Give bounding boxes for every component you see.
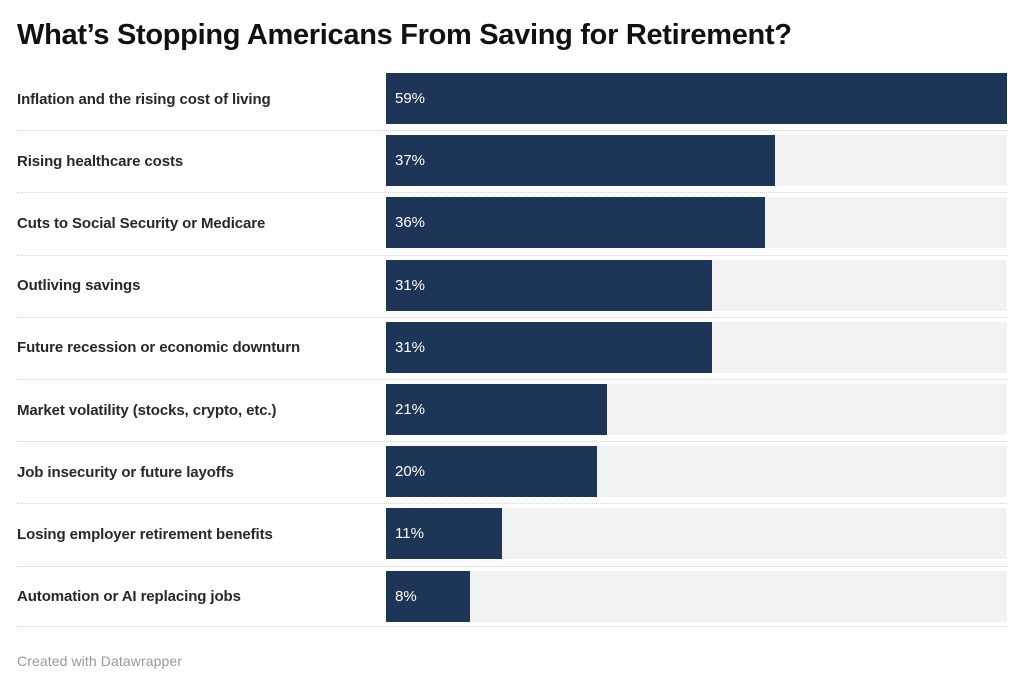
bar-row: Job insecurity or future layoffs 20% (0, 441, 1024, 503)
bar-track: 37% (386, 135, 1007, 187)
bar-row: Automation or AI replacing jobs 8% (0, 565, 1024, 628)
bar-row: Losing employer retirement benefits 11% (0, 503, 1024, 565)
bar-category-label: Inflation and the rising cost of living (17, 90, 271, 108)
bar-fill: 11% (386, 508, 502, 560)
bar-track: 31% (386, 321, 1007, 373)
row-separator (17, 130, 1007, 132)
bar-row: Outliving savings 31% (0, 254, 1024, 317)
bar-row: Future recession or economic downturn 31% (0, 316, 1024, 379)
bar-category-label: Automation or AI replacing jobs (17, 588, 241, 606)
bar-track: 21% (386, 383, 1007, 435)
chart-title: What’s Stopping Americans From Saving fo… (17, 19, 792, 51)
bar-fill: 21% (386, 383, 608, 435)
bar-fill: 8% (386, 570, 471, 622)
bar-category-label: Losing employer retirement benefits (17, 525, 273, 543)
row-separator (17, 254, 1007, 256)
bar-category-label: Rising healthcare costs (17, 152, 184, 170)
bar-track: 8% (386, 570, 1007, 622)
bar-category-label: Outliving savings (17, 277, 141, 295)
bar-value-label: 59% (395, 90, 426, 107)
bar-fill: 59% (386, 73, 1007, 124)
bar-category-label: Cuts to Social Security or Medicare (17, 214, 266, 232)
row-separator (17, 378, 1007, 380)
bar-category-label: Market volatility (stocks, crypto, etc.) (17, 401, 277, 419)
bar-track: 59% (386, 73, 1007, 124)
row-separator (17, 316, 1007, 318)
bar-row: Cuts to Social Security or Medicare 36% (0, 192, 1024, 254)
bar-track: 11% (386, 508, 1007, 560)
bar-category-label: Job insecurity or future layoffs (17, 463, 234, 481)
row-separator (17, 441, 1007, 443)
bar-value-label: 31% (395, 338, 426, 356)
bar-row: Market volatility (stocks, crypto, etc.)… (0, 378, 1024, 441)
bar-fill: 31% (386, 321, 713, 373)
bar-value-label: 36% (395, 214, 426, 232)
bar-track: 36% (386, 197, 1007, 249)
bar-fill: 36% (386, 197, 765, 249)
bar-value-label: 37% (395, 152, 426, 170)
bar-fill: 31% (386, 259, 713, 311)
bar-track: 20% (386, 446, 1007, 498)
bar-category-label: Future recession or economic downturn (17, 339, 301, 357)
bar-chart-plot-area: Inflation and the rising cost of living 5… (0, 68, 1024, 626)
bar-value-label: 31% (395, 276, 426, 294)
bar-value-label: 21% (395, 400, 426, 418)
bar-value-label: 11% (395, 525, 424, 543)
bar-row: Rising healthcare costs 37% (0, 130, 1024, 192)
bar-row: Inflation and the rising cost of living 5… (0, 68, 1024, 130)
bar-track: 31% (386, 259, 1007, 311)
chart-credit: Created with Datawrapper (17, 653, 183, 669)
bar-value-label: 8% (395, 587, 417, 605)
bar-fill: 37% (386, 135, 776, 187)
row-separator (17, 503, 1007, 505)
bar-fill: 20% (386, 446, 597, 498)
footer-separator (17, 626, 1007, 627)
row-separator (17, 192, 1007, 194)
bar-value-label: 20% (395, 463, 426, 481)
row-separator (17, 565, 1007, 567)
